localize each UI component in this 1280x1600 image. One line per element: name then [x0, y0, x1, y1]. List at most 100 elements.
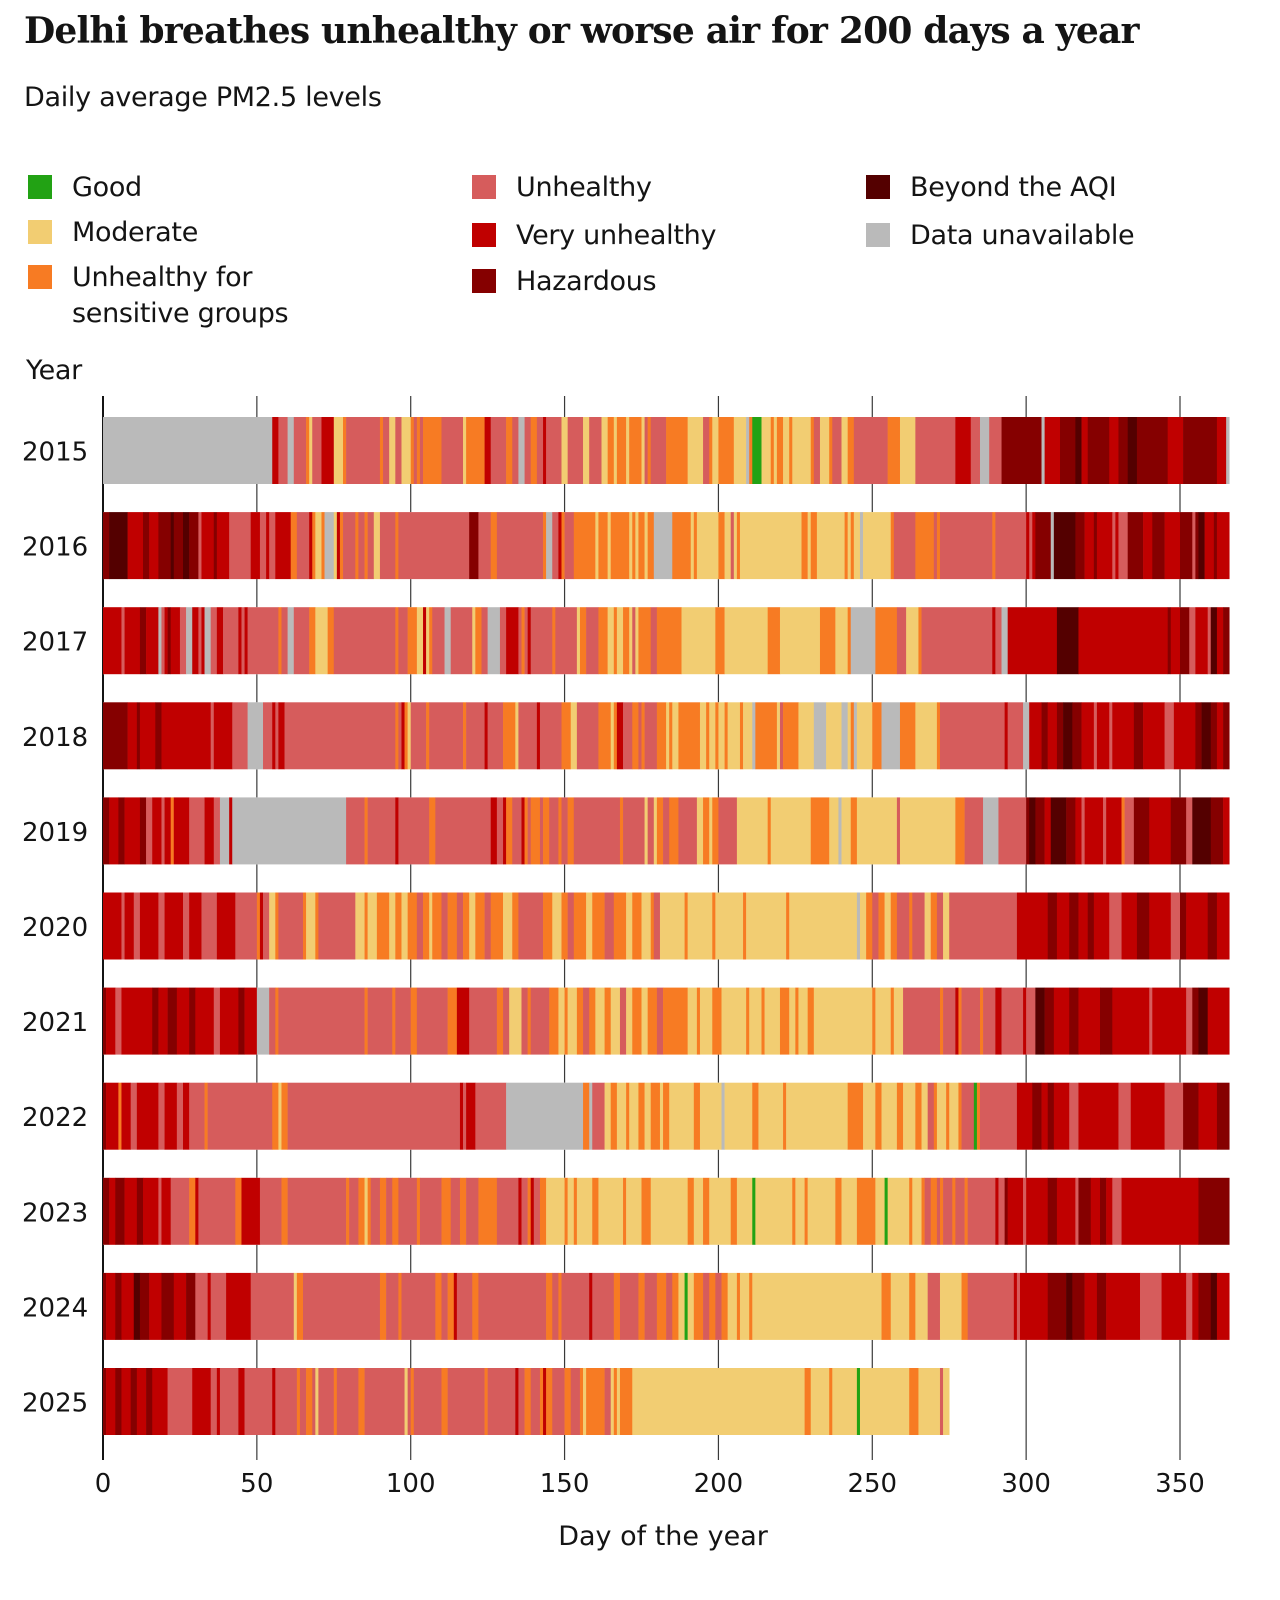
day-segment-unhealthy	[496, 1177, 519, 1245]
day-segment-good	[752, 417, 762, 484]
day-segment-very	[127, 702, 138, 770]
day-segment-very	[543, 417, 547, 484]
day-segment-usg	[663, 1082, 670, 1150]
day-segment-unhealthy	[567, 417, 584, 484]
day-segment-usg	[875, 1082, 882, 1150]
day-segment-usg	[586, 1368, 605, 1435]
day-segment-moderate	[724, 1082, 753, 1150]
day-segment-unhealthy	[198, 607, 202, 675]
day-segment-usg	[315, 892, 319, 960]
day-segment-unhealthy	[853, 417, 888, 484]
day-segment-moderate	[770, 797, 812, 865]
day-segment-beyond	[1066, 1272, 1073, 1340]
day-segment-hazardous	[469, 512, 479, 580]
day-segment-moderate	[635, 607, 639, 675]
day-segment-very	[484, 702, 488, 770]
day-segment-moderate	[795, 1177, 805, 1245]
day-segment-usg	[890, 512, 895, 580]
day-segment-usg	[746, 987, 750, 1055]
day-segment-usg	[527, 1177, 532, 1245]
day-segment-usg	[610, 512, 630, 580]
day-segment-moderate	[401, 417, 412, 484]
day-segment-usg	[666, 417, 688, 484]
day-segment-very	[401, 702, 405, 770]
day-segment-usg	[976, 1082, 981, 1150]
day-segment-hazardous	[1180, 512, 1193, 580]
day-segment-hazardous	[1075, 512, 1085, 580]
day-segment-hazardous	[167, 987, 178, 1055]
day-segment-usg	[930, 1177, 938, 1245]
day-segment-very	[201, 607, 205, 675]
day-segment-unhealthy	[703, 1272, 710, 1340]
day-segment-unhealthy	[496, 512, 544, 580]
day-segment-unhealthy	[1186, 987, 1193, 1055]
day-segment-unhealthy	[416, 892, 424, 960]
day-segment-moderate	[918, 1368, 941, 1435]
day-segment-moderate	[789, 892, 858, 960]
day-segment-very	[173, 797, 190, 865]
day-segment-moderate	[641, 892, 652, 960]
day-segment-very	[272, 702, 276, 770]
day-segment-unhealthy	[367, 987, 393, 1055]
legend-label-very-unhealthy: Very unhealthy	[516, 220, 717, 251]
day-segment-usg	[592, 892, 605, 960]
day-segment-very	[170, 607, 181, 675]
day-segment-very	[453, 1272, 458, 1340]
day-segment-moderate	[389, 892, 396, 960]
day-segment-very	[466, 1082, 476, 1150]
day-segment-hazardous	[1192, 987, 1199, 1055]
day-segment-unhealthy	[179, 607, 187, 675]
day-segment-usg	[899, 702, 916, 770]
y-tick-label: 2020	[22, 913, 88, 943]
day-segment-beyond	[1063, 702, 1073, 770]
day-segment-usg	[426, 702, 430, 770]
day-segment-very	[1112, 987, 1150, 1055]
day-segment-unhealthy	[521, 1177, 528, 1245]
day-segment-unhealthy	[604, 1368, 612, 1435]
day-segment-unhealthy	[1139, 1272, 1162, 1340]
day-segment-very	[158, 987, 168, 1055]
day-segment-usg	[672, 512, 692, 580]
day-segment-unhealthy	[413, 417, 418, 484]
day-segment-hazardous	[1047, 1082, 1055, 1150]
day-segment-unhealthy	[912, 892, 925, 960]
day-segment-usg	[573, 892, 587, 960]
legend-label-beyond-aqi: Beyond the AQI	[910, 172, 1117, 203]
day-segment-usg	[650, 892, 655, 960]
day-segment-usg	[632, 892, 642, 960]
day-segment-unhealthy	[398, 1177, 418, 1245]
day-segment-very	[1186, 892, 1208, 960]
day-segment-usg	[392, 1177, 399, 1245]
day-segment-unhealthy	[250, 1272, 295, 1340]
day-segment-unhealthy	[115, 987, 122, 1055]
day-segment-hazardous	[1047, 1272, 1067, 1340]
day-segment-usg	[789, 417, 793, 484]
x-tick-label: 200	[694, 1469, 744, 1499]
day-segment-beyond	[1050, 797, 1067, 865]
day-segment-very	[149, 512, 159, 580]
day-segment-very	[1106, 797, 1122, 865]
day-segment-usg	[915, 512, 935, 580]
day-segment-unhealthy	[432, 607, 445, 675]
day-segment-moderate	[906, 607, 919, 675]
day-segment-usg	[524, 797, 528, 865]
day-segment-usg	[715, 607, 725, 675]
day-segment-very	[1053, 987, 1070, 1055]
year-row-2019	[103, 797, 1230, 865]
day-segment-usg	[663, 987, 688, 1055]
day-segment-unhealthy	[998, 797, 1027, 865]
day-segment-hazardous	[1167, 607, 1172, 675]
day-segment-very	[216, 512, 230, 580]
y-tick-label: 2017	[22, 628, 88, 658]
day-segment-usg	[952, 1177, 956, 1245]
day-segment-unhealthy	[961, 1082, 975, 1150]
day-segment-unhealthy	[241, 607, 245, 675]
day-segment-usg	[795, 987, 799, 1055]
day-segment-moderate	[355, 892, 365, 960]
day-segment-unhealthy	[1164, 1082, 1184, 1150]
day-segment-unhealthy	[259, 1177, 282, 1245]
day-segment-very	[204, 797, 215, 865]
legend-item-usg: Unhealthy for sensitive groups	[28, 260, 289, 332]
day-segment-unhealthy	[121, 892, 125, 960]
day-segment-unhealthy	[539, 702, 562, 770]
